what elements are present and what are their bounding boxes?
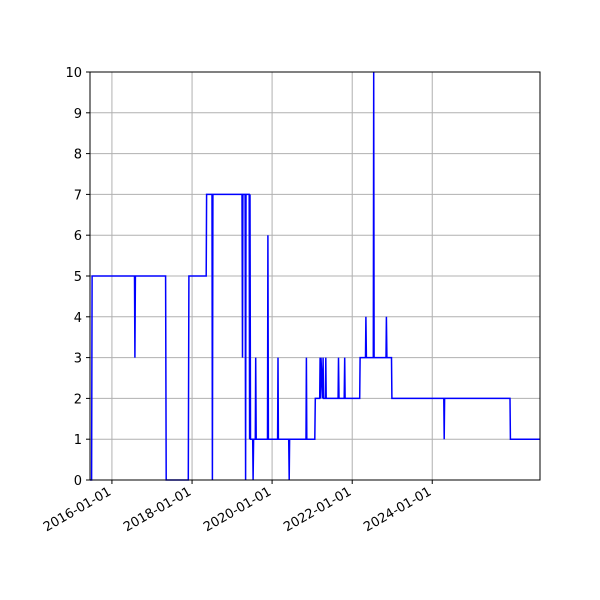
y-tick-label: 0 xyxy=(74,474,82,489)
y-tick-label: 9 xyxy=(74,107,82,122)
y-tick-label: 10 xyxy=(65,66,82,81)
y-tick-label: 6 xyxy=(74,229,82,244)
y-tick-label: 2 xyxy=(74,392,82,407)
y-tick-label: 8 xyxy=(74,148,82,163)
y-tick-label: 7 xyxy=(74,188,82,203)
y-tick-label: 1 xyxy=(74,433,82,448)
series-line xyxy=(90,71,540,481)
series-layer xyxy=(90,71,540,481)
y-tick-label: 4 xyxy=(74,311,82,326)
y-tick-label: 5 xyxy=(74,270,82,285)
y-axis: 0 1 2 3 4 5 6 7 8 9 10 xyxy=(65,66,90,489)
y-tick-label: 3 xyxy=(74,352,82,367)
